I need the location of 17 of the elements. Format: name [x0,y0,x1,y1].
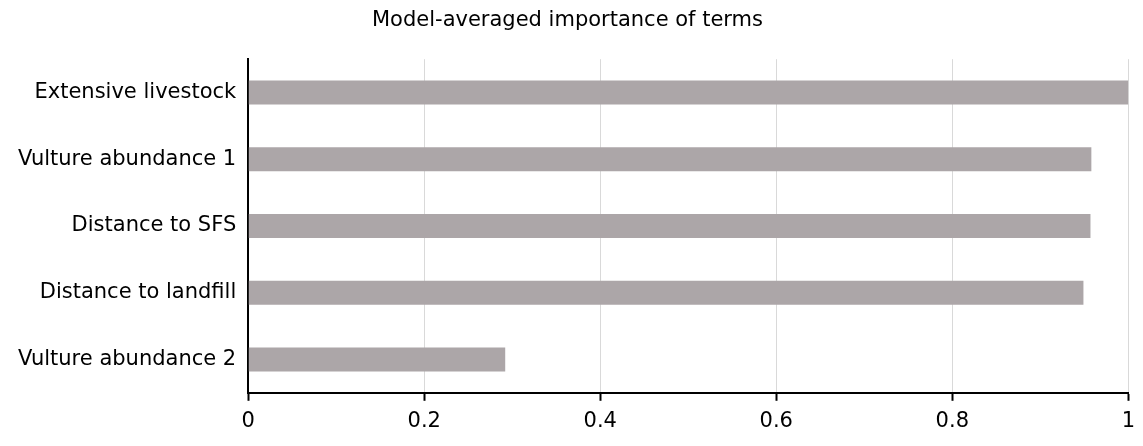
y-tick-label: Vulture abundance 1 [17,145,237,170]
x-tick-label: 0.2 [407,407,441,432]
x-tick-label: 0.8 [935,407,969,432]
x-tick-label: 0 [241,407,255,432]
y-tick-label: Distance to SFS [71,212,237,237]
chart-title: Model-averaged importance of terms [372,7,763,32]
bar [248,347,506,372]
x-tick-label: 1 [1121,407,1136,432]
bar [248,280,1084,305]
y-tick-label: Vulture abundance 2 [17,345,237,370]
bar [248,147,1092,172]
x-tick-label: 0.6 [759,407,793,432]
bar [248,213,1091,239]
y-tick-label: Extensive livestock [34,79,238,104]
y-tick-label: Distance to landfill [39,279,237,304]
bar [248,80,1129,105]
x-tick-label: 0.4 [583,407,617,432]
